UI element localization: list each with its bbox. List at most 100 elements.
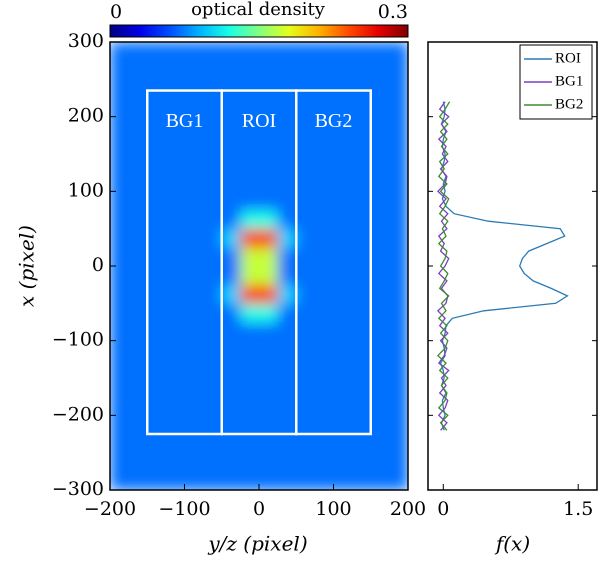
heatmap-cell (370, 434, 390, 454)
heatmap-cell (333, 154, 353, 174)
heatmap-cell (221, 359, 241, 379)
heatmap-cell (165, 471, 185, 490)
heatmap-cell (203, 284, 223, 304)
heatmap-cell (221, 415, 241, 435)
heatmap-cell (240, 191, 260, 211)
y-tick-label: 100 (68, 179, 104, 201)
heatmap-cell (203, 340, 223, 360)
heatmap-cell (221, 210, 241, 230)
heatmap-cell (314, 116, 334, 136)
heatmap-cell (128, 191, 148, 211)
heatmap-cell (352, 210, 372, 230)
heatmap-cell (165, 322, 185, 342)
heatmap-cell (203, 154, 223, 174)
heatmap-cell (221, 172, 241, 192)
heatmap-cell (389, 172, 408, 192)
heatmap-cell (110, 415, 130, 435)
heatmap-cell (296, 116, 316, 136)
heatmap-cell (333, 247, 353, 267)
heatmap-cell (184, 284, 204, 304)
heatmap-cell (277, 266, 297, 286)
heatmap-cell (352, 116, 372, 136)
heatmap-cell (147, 79, 167, 99)
heatmap-cell (389, 228, 408, 248)
heatmap-cell (184, 172, 204, 192)
heatmap-cell (277, 172, 297, 192)
heatmap-cell (147, 378, 167, 398)
heatmap-cell (184, 79, 204, 99)
heatmap-cell (296, 228, 316, 248)
heatmap-cell (221, 135, 241, 155)
heatmap-cell (184, 228, 204, 248)
heatmap-cell (333, 359, 353, 379)
heatmap-cell (184, 210, 204, 230)
heatmap-cell (128, 228, 148, 248)
heatmap-cell (389, 378, 408, 398)
heatmap-cell (370, 98, 390, 118)
heatmap-cell (147, 434, 167, 454)
heatmap-cell (314, 42, 334, 62)
colorbar-tick-label: 0 (110, 1, 122, 23)
heatmap-cell (389, 396, 408, 416)
heatmap-cell (221, 228, 241, 248)
heatmap-cell (203, 415, 223, 435)
heatmap-cell (147, 340, 167, 360)
heatmap-cell (203, 79, 223, 99)
heatmap-cell (184, 98, 204, 118)
heatmap-cell (296, 210, 316, 230)
heatmap-cell (389, 98, 408, 118)
heatmap-cell (352, 303, 372, 323)
heatmap-cell (277, 434, 297, 454)
heatmap-cell (259, 322, 279, 342)
heatmap-cell (203, 42, 223, 62)
heatmap-cell (128, 116, 148, 136)
heatmap-cell (128, 60, 148, 80)
heatmap-cell (389, 135, 408, 155)
heatmap-cell (370, 135, 390, 155)
heatmap-cell (352, 340, 372, 360)
heatmap-cell (184, 266, 204, 286)
heatmap-cell (389, 60, 408, 80)
heatmap-cell (296, 284, 316, 304)
heatmap-cell (203, 210, 223, 230)
heatmap-cell (259, 154, 279, 174)
heatmap-cell (203, 378, 223, 398)
legend-label: BG2 (555, 96, 583, 112)
heatmap-cell (147, 284, 167, 304)
heatmap-cell (259, 396, 279, 416)
heatmap-cell (389, 42, 408, 62)
heatmap-cell (333, 284, 353, 304)
heatmap-cell (352, 228, 372, 248)
heatmap-cell (370, 60, 390, 80)
heatmap-cell (352, 60, 372, 80)
heatmap-cell (333, 396, 353, 416)
heatmap-cell (389, 191, 408, 211)
heatmap-cell (277, 191, 297, 211)
heatmap-cell (370, 79, 390, 99)
heatmap-cell (128, 154, 148, 174)
heatmap-cell (352, 191, 372, 211)
heatmap-cell (389, 210, 408, 230)
heatmap-cell (389, 322, 408, 342)
heatmap-cell (352, 79, 372, 99)
heatmap-cell (333, 60, 353, 80)
heatmap-cell (184, 452, 204, 472)
heatmap-cell (147, 322, 167, 342)
heatmap-cell (147, 396, 167, 416)
x-tick-label: −200 (84, 498, 136, 520)
heatmap-cell (221, 452, 241, 472)
heatmap-cell (147, 415, 167, 435)
heatmap-cell (240, 284, 260, 304)
colorbar (109, 24, 409, 38)
series-line (436, 101, 451, 431)
heatmap-cell (147, 452, 167, 472)
heatmap-cell (314, 98, 334, 118)
heatmap-cell (240, 415, 260, 435)
heatmap-cell (296, 135, 316, 155)
heatmap-cell (389, 359, 408, 379)
heatmap-cell (203, 359, 223, 379)
heatmap-cell (314, 471, 334, 490)
heatmap-cell (352, 359, 372, 379)
heatmap-cell (277, 303, 297, 323)
heatmap-cell (296, 378, 316, 398)
